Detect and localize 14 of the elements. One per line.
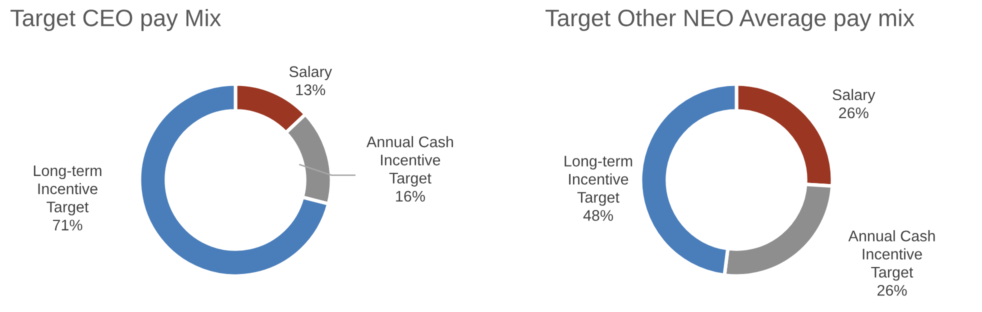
- slice-label: Salary: [832, 88, 876, 104]
- data-label: 26%: [878, 284, 907, 296]
- data-label: 71%: [52, 220, 82, 230]
- slice-label: Long-term Incentive Target: [564, 156, 632, 206]
- slice-label: Salary: [289, 66, 332, 80]
- data-label: 13%: [296, 84, 326, 96]
- data-label: 48%: [583, 210, 614, 221]
- slice-label: Annual Cash Incentive Target: [848, 230, 935, 281]
- data-label: 26%: [839, 107, 868, 118]
- slice-label: Long-term Incentive Target: [34, 165, 102, 216]
- chart-title: Target Other NEO Average pay mix: [546, 8, 914, 32]
- data-label: 16%: [396, 190, 425, 202]
- slice-label: Annual Cash Incentive Target: [366, 136, 453, 187]
- chart-title: Target CEO pay Mix: [10, 8, 221, 32]
